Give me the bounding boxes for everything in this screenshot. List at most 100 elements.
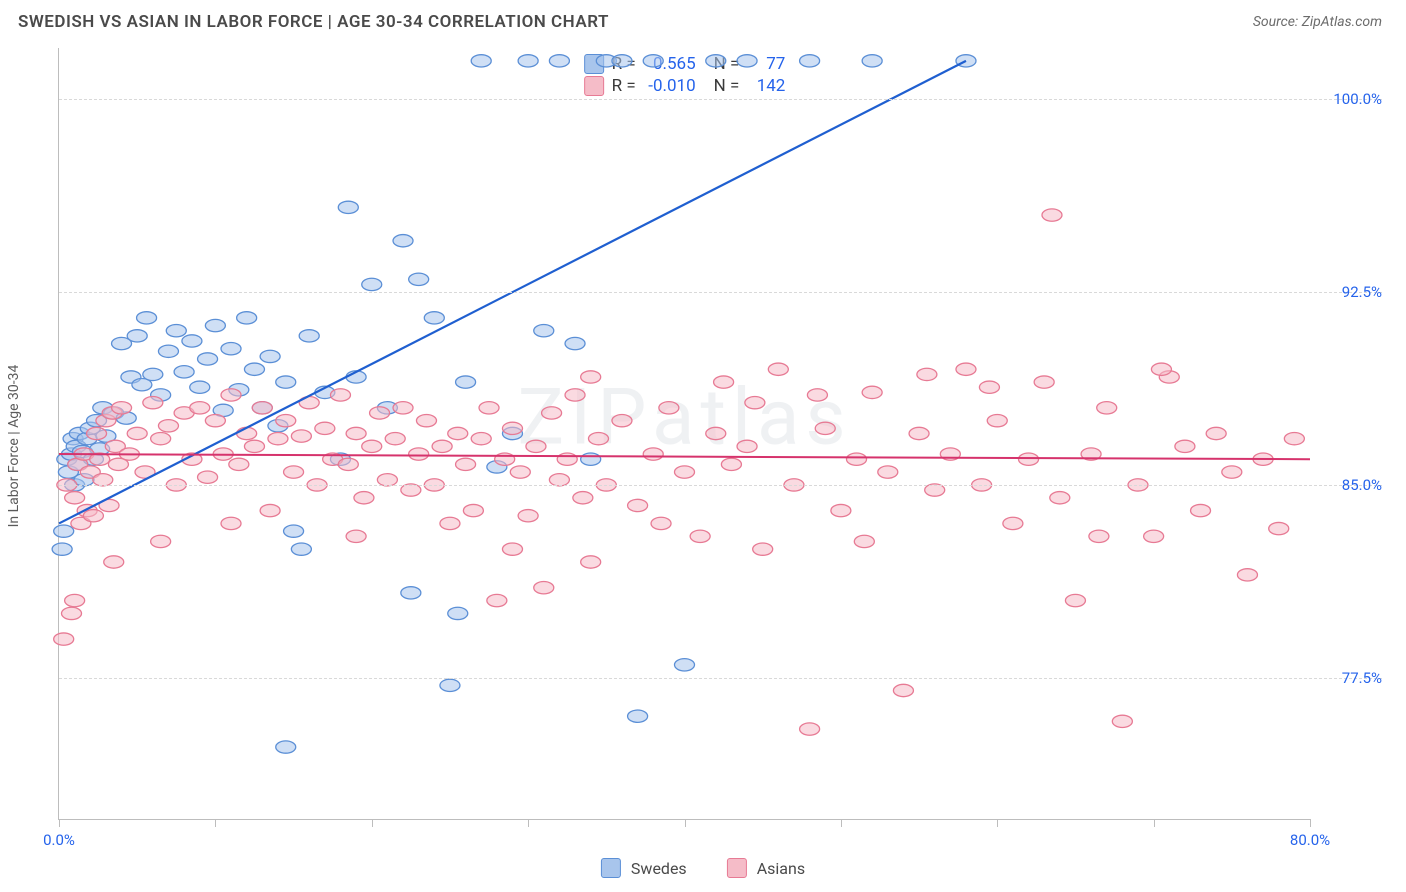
data-point xyxy=(1269,522,1289,534)
data-point xyxy=(471,432,491,444)
data-point xyxy=(1222,466,1242,478)
data-point xyxy=(674,466,694,478)
y-tick-label: 85.0% xyxy=(1318,476,1382,494)
data-point xyxy=(581,371,601,383)
data-point xyxy=(1112,715,1132,727)
data-point xyxy=(581,556,601,568)
data-point xyxy=(237,312,257,324)
data-point xyxy=(104,556,124,568)
data-point xyxy=(260,504,280,516)
data-point xyxy=(753,543,773,555)
data-point xyxy=(393,235,413,247)
y-tick-label: 77.5% xyxy=(1318,669,1382,687)
data-point xyxy=(956,363,976,375)
y-gridline xyxy=(59,99,1382,100)
data-point xyxy=(721,458,741,470)
data-point xyxy=(690,530,710,542)
data-point xyxy=(416,414,436,426)
data-point xyxy=(456,458,476,470)
data-point xyxy=(205,319,225,331)
data-point xyxy=(284,466,304,478)
data-point xyxy=(800,55,820,67)
data-point xyxy=(1237,569,1257,581)
data-point xyxy=(221,389,241,401)
data-point xyxy=(502,422,522,434)
data-point xyxy=(557,453,577,465)
data-point xyxy=(534,582,554,594)
data-point xyxy=(237,427,257,439)
data-point xyxy=(565,389,585,401)
data-point xyxy=(137,312,157,324)
y-axis-label: In Labor Force | Age 30-34 xyxy=(6,365,22,528)
x-tick xyxy=(528,819,529,827)
data-point xyxy=(588,432,608,444)
data-point xyxy=(854,535,874,547)
data-point xyxy=(409,273,429,285)
data-point xyxy=(518,510,538,522)
data-point xyxy=(151,535,171,547)
data-point xyxy=(315,422,335,434)
data-point xyxy=(1042,209,1062,221)
data-point xyxy=(542,407,562,419)
data-point xyxy=(62,607,82,619)
data-point xyxy=(518,55,538,67)
data-point xyxy=(706,55,726,67)
data-point xyxy=(549,55,569,67)
data-point xyxy=(338,458,358,470)
data-point xyxy=(1144,530,1164,542)
data-point xyxy=(768,363,788,375)
plot-area: ZIPatlas R =0.565N =77R =-0.010N =142 77… xyxy=(58,48,1310,820)
data-point xyxy=(893,684,913,696)
legend-swatch xyxy=(727,858,747,878)
data-point xyxy=(807,389,827,401)
data-point xyxy=(52,543,72,555)
data-point xyxy=(651,517,671,529)
data-point xyxy=(338,201,358,213)
data-point xyxy=(643,448,663,460)
x-tick-label: 0.0% xyxy=(43,831,75,849)
data-point xyxy=(565,337,585,349)
data-point xyxy=(370,407,390,419)
data-point xyxy=(1065,594,1085,606)
data-point xyxy=(612,414,632,426)
data-point xyxy=(198,471,218,483)
data-point xyxy=(362,278,382,290)
data-point xyxy=(284,525,304,537)
data-point xyxy=(409,448,429,460)
x-tick xyxy=(1310,819,1311,827)
data-point xyxy=(479,402,499,414)
x-tick xyxy=(997,819,998,827)
data-point xyxy=(643,55,663,67)
data-point xyxy=(448,607,468,619)
data-point xyxy=(745,396,765,408)
data-point xyxy=(878,466,898,478)
data-point xyxy=(440,517,460,529)
data-point xyxy=(143,396,163,408)
data-point xyxy=(127,427,147,439)
data-point xyxy=(1175,440,1195,452)
data-point xyxy=(182,335,202,347)
data-point xyxy=(674,659,694,671)
y-gridline xyxy=(59,678,1382,679)
data-point xyxy=(87,427,107,439)
data-point xyxy=(847,453,867,465)
data-point xyxy=(659,402,679,414)
data-point xyxy=(831,504,851,516)
data-point xyxy=(628,710,648,722)
y-gridline xyxy=(59,485,1382,486)
data-point xyxy=(229,458,249,470)
data-point xyxy=(581,453,601,465)
data-point xyxy=(737,55,757,67)
data-point xyxy=(354,492,374,504)
data-point xyxy=(917,368,937,380)
data-point xyxy=(158,345,178,357)
chart-source: Source: ZipAtlas.com xyxy=(1253,14,1382,30)
data-point xyxy=(112,402,132,414)
data-point xyxy=(456,376,476,388)
data-point xyxy=(65,594,85,606)
x-tick xyxy=(685,819,686,827)
data-point xyxy=(190,402,210,414)
data-point xyxy=(299,330,319,342)
x-tick-label: 80.0% xyxy=(1290,831,1330,849)
data-point xyxy=(714,376,734,388)
